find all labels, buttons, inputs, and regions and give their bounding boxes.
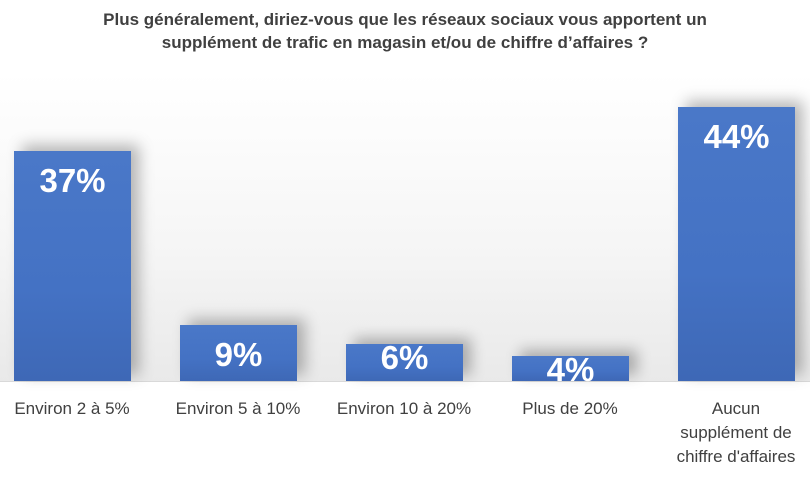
category-label-1: Environ 2 à 5% — [14, 399, 130, 418]
x-axis-baseline — [0, 381, 810, 382]
bar-4 — [512, 356, 629, 381]
bar-2 — [180, 325, 297, 381]
chart-title-line-2: supplément de trafic en magasin et/ou de… — [161, 33, 649, 52]
data-label-5: 44% — [703, 118, 770, 155]
category-label-3: Environ 10 à 20% — [336, 399, 472, 418]
bar-1 — [14, 151, 131, 381]
category-label-4: Plus de 20% — [522, 399, 618, 418]
data-label-3: 6% — [380, 339, 429, 376]
data-label-2: 9% — [214, 336, 263, 373]
category-label-2: Environ 5 à 10% — [175, 399, 301, 418]
plot-area — [0, 72, 810, 382]
chart-title-line-1: Plus généralement, diriez-vous que les r… — [103, 10, 707, 29]
chart-title: Plus généralement, diriez-vous que les r… — [0, 8, 810, 54]
data-label-4: 4% — [546, 351, 595, 388]
bar-5 — [678, 107, 795, 381]
category-label-5: Aucun supplément de chiffre d'affaires — [676, 399, 796, 466]
bar-3 — [346, 344, 463, 381]
data-label-1: 37% — [39, 162, 106, 199]
